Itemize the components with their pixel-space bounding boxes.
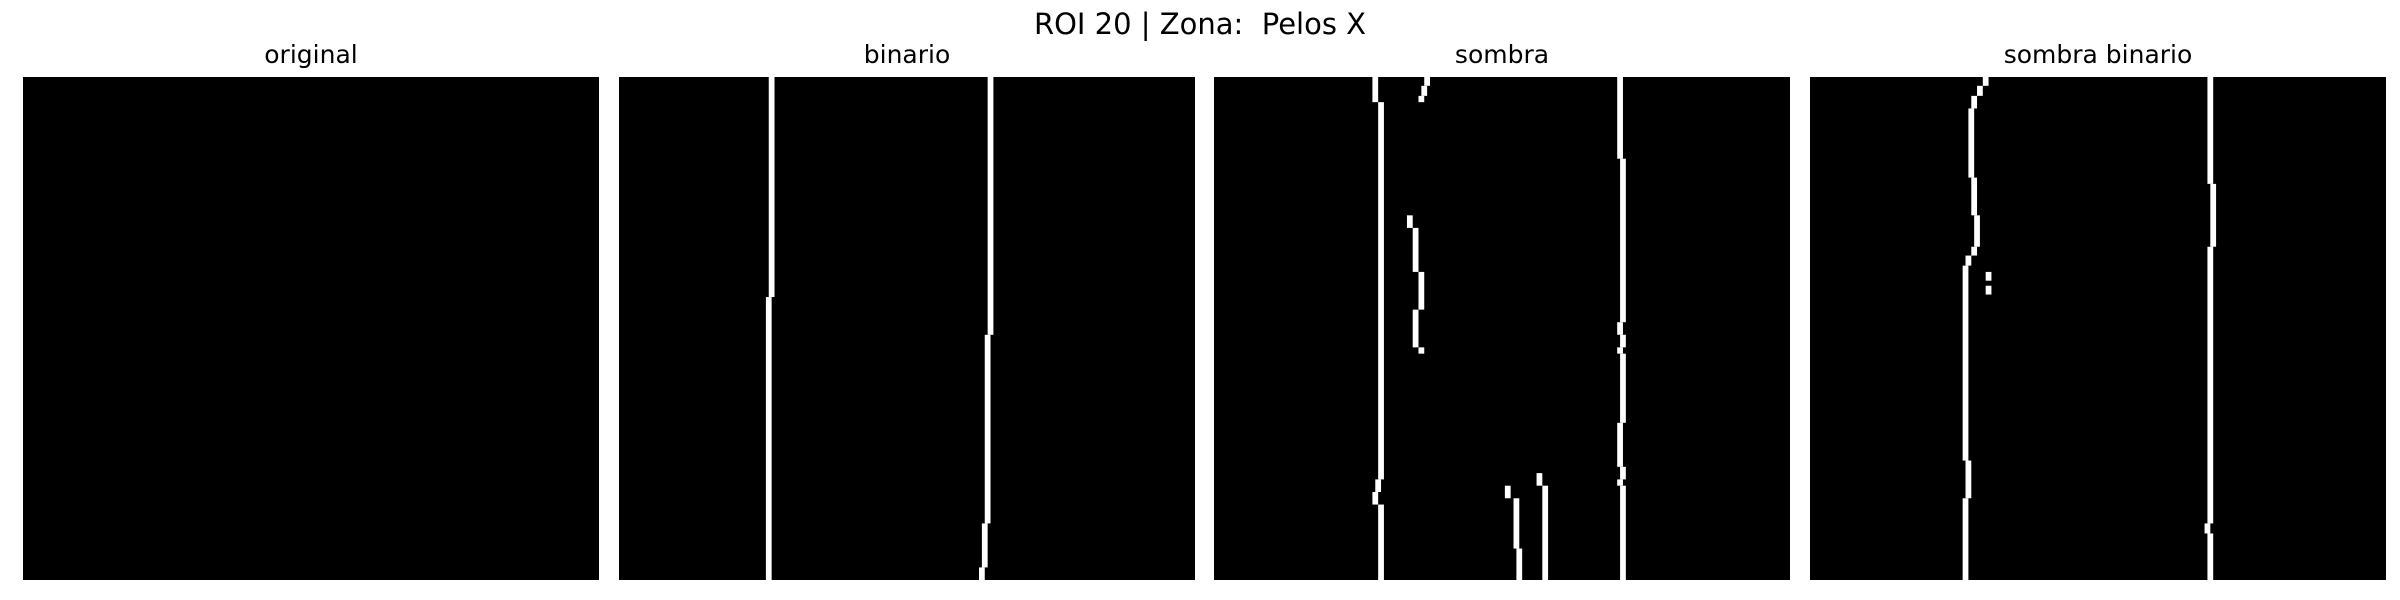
- panel-sombra: sombra: [1214, 40, 1790, 580]
- mask-segment: [1418, 271, 1425, 310]
- image-sombra-binario: [1810, 77, 2386, 580]
- mask-segment: [2210, 183, 2217, 247]
- mask-segment: [1617, 322, 1623, 335]
- mask-segment: [1982, 77, 1989, 86]
- mask-segment: [1406, 215, 1413, 228]
- mask-segment: [1424, 77, 1430, 86]
- mask-segment: [1542, 485, 1549, 580]
- panel-title-sombra-binario: sombra binario: [2003, 40, 2193, 69]
- mask-segment: [768, 77, 775, 298]
- mask-segment: [1418, 347, 1425, 354]
- image-binario: [619, 77, 1195, 580]
- mask-segment: [2204, 523, 2211, 534]
- panel-title-binario: binario: [863, 40, 951, 69]
- image-original: [23, 77, 599, 580]
- panel-original: original: [23, 40, 599, 580]
- panel-title-original: original: [264, 40, 358, 69]
- mask-segment: [1378, 102, 1384, 480]
- mask-segment: [1536, 473, 1543, 486]
- mask-segment: [1620, 158, 1626, 323]
- mask-segment: [1418, 95, 1425, 103]
- mask-segment: [1412, 227, 1419, 272]
- mask-svg: [23, 77, 599, 580]
- mask-segment: [1617, 479, 1623, 486]
- mask-svg: [765, 77, 994, 580]
- mask-segment: [2207, 246, 2214, 524]
- mask-segment: [1985, 271, 1992, 281]
- mask-segment: [1372, 77, 1379, 103]
- mask-segment: [987, 77, 994, 335]
- mask-segment: [2207, 533, 2214, 580]
- mask-segment: [1617, 422, 1623, 467]
- mask-segment: [1971, 246, 1978, 256]
- mask-segment: [1617, 77, 1623, 159]
- mask-segment: [1378, 504, 1384, 580]
- panel-title-sombra: sombra: [1454, 40, 1550, 69]
- mask-segment: [1421, 85, 1428, 96]
- mask-segment: [1375, 479, 1382, 492]
- mask-segment: [1977, 85, 1983, 96]
- mask-svg: [1962, 77, 2217, 580]
- mask-segment: [1974, 215, 1980, 247]
- figure-title: ROI 20 | Zona: Pelos X: [1033, 7, 1367, 41]
- panel-sombra-binario: sombra binario: [1810, 40, 2386, 580]
- mask-segment: [1513, 498, 1520, 549]
- mask-segment: [979, 567, 985, 580]
- mask-segment: [1968, 108, 1975, 178]
- panel-binario: binario: [619, 40, 1195, 580]
- mask-segment: [1962, 498, 1969, 580]
- mask-segment: [984, 334, 991, 524]
- mask-segment: [1962, 265, 1969, 461]
- mask-svg: [1372, 77, 1626, 580]
- mask-segment: [981, 523, 988, 568]
- mask-segment: [1504, 485, 1511, 499]
- mask-segment: [1372, 491, 1379, 505]
- mask-segment: [1620, 334, 1626, 348]
- mask-segment: [1516, 548, 1523, 580]
- mask-segment: [1617, 347, 1623, 354]
- mask-segment: [765, 297, 772, 580]
- mask-segment: [1620, 353, 1626, 423]
- mask-segment: [2207, 77, 2214, 184]
- mask-segment: [1965, 255, 1972, 266]
- mask-segment: [1620, 485, 1626, 580]
- mask-segment: [1971, 177, 1978, 216]
- image-sombra: [1214, 77, 1790, 580]
- mask-segment: [1971, 95, 1978, 109]
- mask-segment: [1985, 285, 1992, 295]
- mask-segment: [1620, 466, 1626, 480]
- mask-segment: [1965, 460, 1972, 499]
- mask-segment: [1412, 309, 1419, 348]
